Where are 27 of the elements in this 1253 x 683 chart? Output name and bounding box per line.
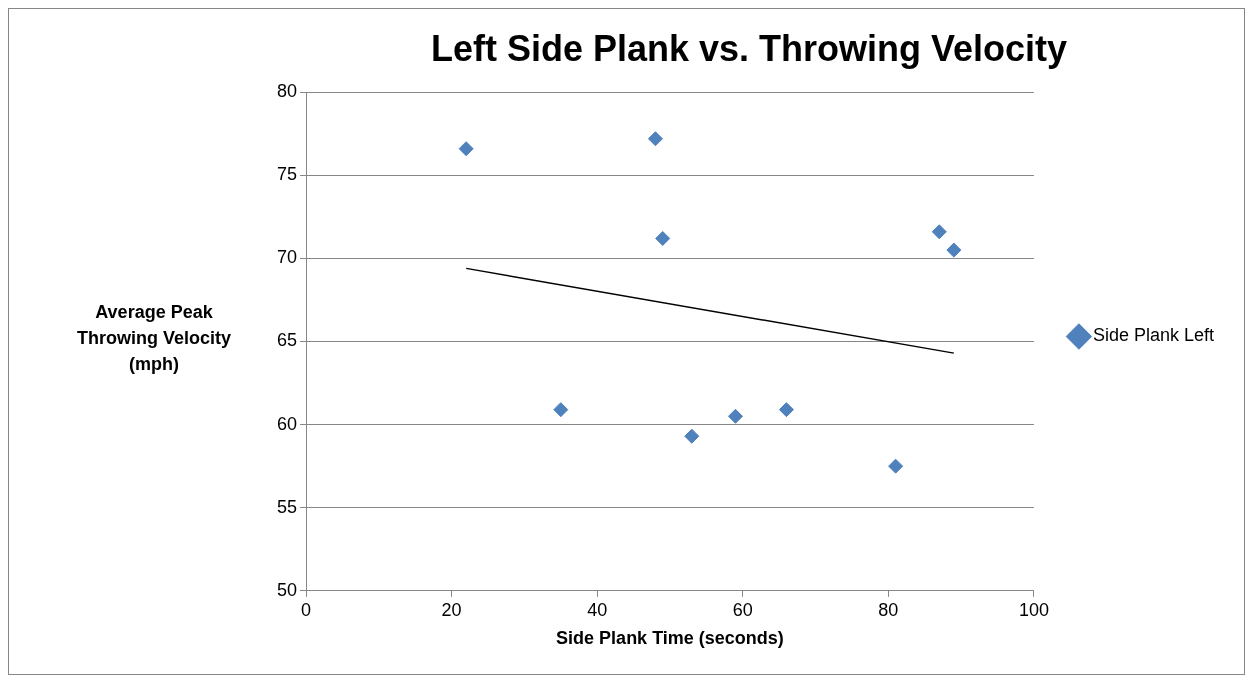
x-tick-label: 40 <box>587 599 608 620</box>
point <box>946 242 962 258</box>
point <box>647 131 663 147</box>
x-tick-label: 60 <box>732 599 753 620</box>
legend-label: Side Plank Left <box>1092 325 1214 346</box>
y-tick-label: 80 <box>276 81 298 102</box>
y-tick-label: 50 <box>276 579 298 600</box>
point <box>931 224 947 240</box>
x-axis-title: Side Plank Time (seconds) <box>556 628 784 649</box>
chart-title: Left Side Plank vs. Throwing Velocity <box>430 27 1068 69</box>
point <box>684 428 700 444</box>
y-tick-label: 60 <box>276 413 298 434</box>
x-tick-label: 0 <box>301 599 312 620</box>
y-axis-title: Average Peak Throwing Velocity (mph) <box>76 301 232 376</box>
y-tick-label: 70 <box>276 247 298 268</box>
point <box>727 408 743 424</box>
y-tick-label: 75 <box>276 164 298 185</box>
x-tick-label: 20 <box>441 599 462 620</box>
y-tick-label: 55 <box>276 496 298 517</box>
x-tick-label: 100 <box>1018 599 1049 620</box>
point <box>888 458 904 474</box>
point <box>778 402 794 418</box>
y-tick-label: 65 <box>276 330 298 351</box>
point <box>553 402 569 418</box>
point <box>458 141 474 157</box>
point <box>655 230 671 246</box>
x-tick-label: 80 <box>878 599 899 620</box>
